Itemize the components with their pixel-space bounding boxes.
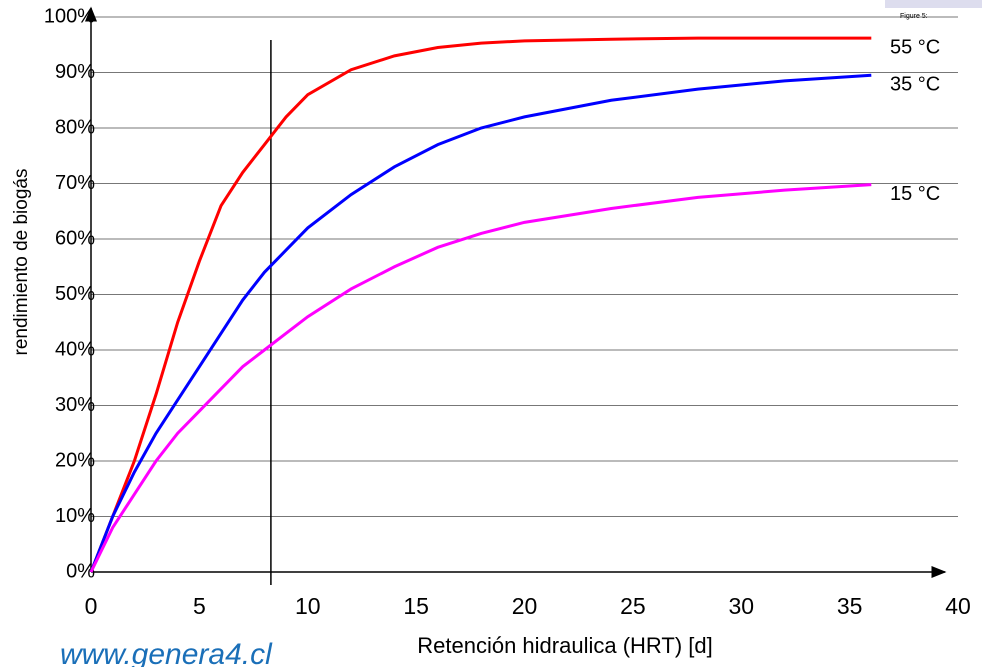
x-tick-label: 0 — [85, 593, 98, 619]
series-line — [89, 36, 872, 573]
x-tick-label: 35 — [837, 593, 863, 619]
y-tick-label: 80% — [55, 116, 95, 138]
x-tick-label: 25 — [620, 593, 646, 619]
y-tick-label: 30% — [55, 394, 95, 416]
x-tick-label: 15 — [403, 593, 429, 619]
y-tick-label: 0% — [66, 560, 95, 582]
y-tick-label: 60% — [55, 227, 95, 249]
y-axis-label: rendimiento de biogás — [11, 169, 32, 356]
y-tick-label: 10% — [55, 505, 95, 527]
watermark: www.genera4.cl — [60, 638, 273, 667]
x-axis-label: Retención hidraulica (HRT) [d] — [417, 633, 713, 658]
x-tick-label: 30 — [728, 593, 754, 619]
x-tick-label: 40 — [945, 593, 971, 619]
thumbnail — [885, 0, 982, 8]
figure-caption: Figure 5: — [900, 13, 928, 20]
y-tick-label: 100% — [44, 5, 95, 27]
series-line — [89, 183, 872, 573]
y-tick-label: 70% — [55, 172, 95, 194]
x-tick-label: 5 — [193, 593, 206, 619]
series-label: 35 °C — [890, 74, 940, 96]
y-tick-label: 20% — [55, 449, 95, 471]
series-line — [89, 73, 872, 573]
x-tick-label: 20 — [512, 593, 538, 619]
series-label: 15 °C — [890, 183, 940, 205]
y-tick-label: 90% — [55, 61, 95, 83]
y-tick-label: 50% — [55, 283, 95, 305]
x-tick-label: 10 — [295, 593, 321, 619]
y-tick-label: 40% — [55, 338, 95, 360]
series-label: 55 °C — [890, 36, 940, 58]
